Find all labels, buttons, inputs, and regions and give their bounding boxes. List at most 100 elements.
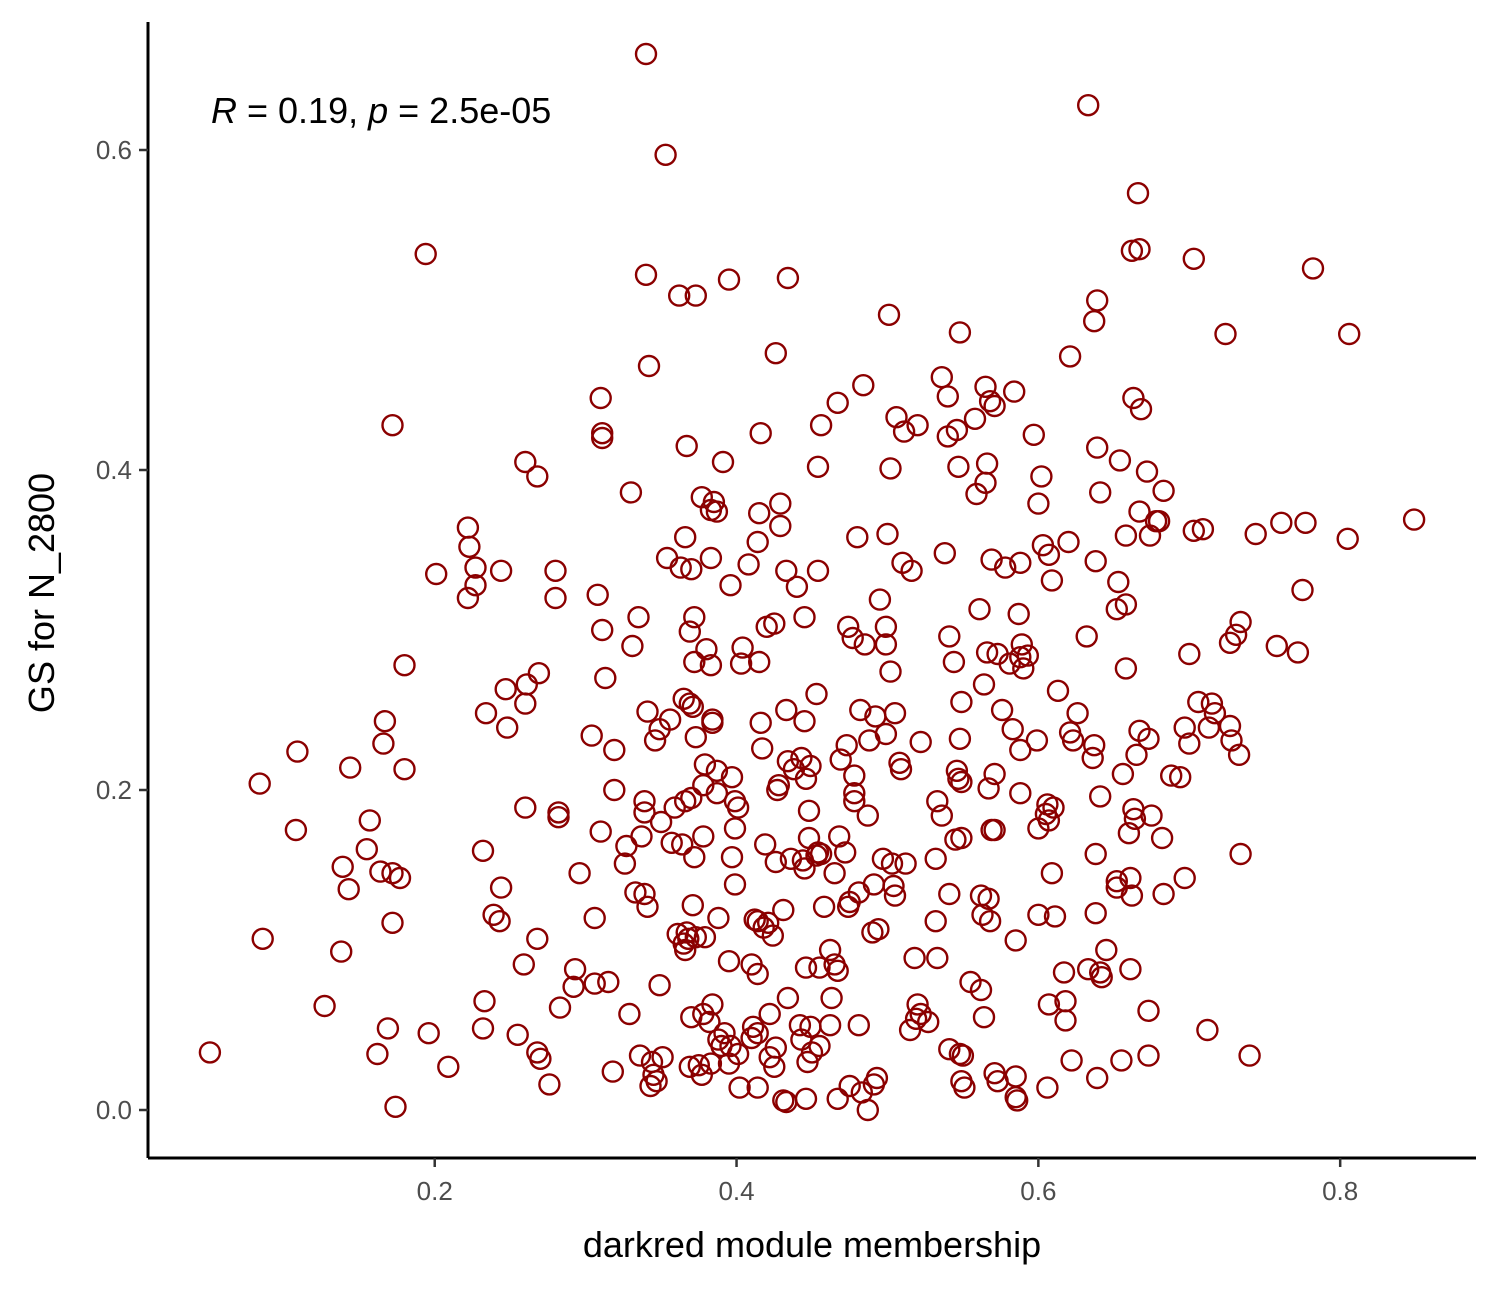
- data-point-31: [1129, 398, 1153, 421]
- data-point-326: [1105, 870, 1129, 893]
- data-point-451: [1060, 1049, 1083, 1072]
- data-point-330: [1152, 882, 1175, 906]
- data-point-358: [488, 910, 511, 933]
- data-point-157: [1178, 642, 1201, 666]
- data-point-141: [1286, 641, 1310, 664]
- data-point-0: [634, 42, 658, 66]
- data-point-182: [474, 702, 498, 725]
- data-point-21: [1058, 345, 1082, 368]
- data-point-148: [683, 650, 706, 674]
- data-point-298: [683, 846, 706, 869]
- data-point-468: [639, 1074, 662, 1098]
- data-point-57: [1135, 460, 1159, 483]
- data-point-478: [953, 1076, 976, 1099]
- data-point-249: [248, 772, 271, 795]
- data-point-153: [1009, 646, 1032, 669]
- data-point-319: [823, 862, 846, 885]
- r-value: = 0.19,: [237, 90, 368, 131]
- data-point-264: [977, 777, 1000, 800]
- data-point-426: [471, 1017, 495, 1040]
- data-point-276: [589, 820, 612, 843]
- data-point-111: [1107, 570, 1130, 594]
- data-point-331: [1173, 866, 1196, 890]
- data-point-349: [924, 910, 947, 933]
- data-point-52: [879, 457, 902, 480]
- data-point-292: [1150, 826, 1174, 850]
- data-point-391: [583, 972, 606, 995]
- data-point-381: [808, 956, 831, 979]
- data-point-242: [692, 774, 715, 797]
- data-point-393: [562, 975, 585, 998]
- data-point-375: [512, 953, 535, 976]
- data-point-124: [627, 606, 650, 629]
- y-tick-label: 0.2: [96, 775, 132, 805]
- data-point-260: [797, 799, 821, 822]
- data-point-220: [339, 756, 362, 779]
- data-point-143: [621, 634, 644, 658]
- data-point-119: [868, 588, 892, 611]
- data-point-439: [938, 1037, 961, 1061]
- data-point-12: [668, 284, 691, 307]
- data-point-47: [1085, 436, 1109, 459]
- data-point-50: [711, 450, 735, 474]
- data-point-187: [648, 718, 671, 741]
- data-point-22: [637, 354, 661, 378]
- data-point-64: [705, 500, 729, 523]
- data-point-38: [381, 414, 404, 437]
- data-point-136: [853, 633, 876, 656]
- data-point-175: [883, 702, 907, 725]
- data-point-379: [746, 962, 769, 986]
- data-point-446: [628, 1044, 652, 1067]
- data-point-278: [630, 825, 653, 848]
- data-point-34: [885, 406, 908, 429]
- data-point-469: [690, 1063, 713, 1087]
- data-point-113: [456, 586, 480, 610]
- data-point-137: [874, 633, 898, 656]
- data-point-110: [1040, 569, 1064, 592]
- data-point-163: [879, 660, 902, 683]
- data-point-291: [1117, 822, 1141, 845]
- data-point-390: [1119, 958, 1142, 981]
- data-point-221: [393, 758, 416, 781]
- data-point-16: [877, 303, 901, 326]
- data-point-250: [603, 778, 626, 802]
- x-axis-title: darkred module membership: [583, 1224, 1041, 1265]
- data-point-304: [793, 857, 816, 880]
- data-point-356: [381, 911, 404, 934]
- data-point-452: [1110, 1049, 1133, 1072]
- data-point-142: [1218, 631, 1242, 654]
- data-point-336: [636, 895, 659, 918]
- data-point-255: [633, 801, 656, 824]
- y-axis-title: GS for N_2800: [21, 473, 62, 713]
- data-point-2: [654, 143, 677, 167]
- data-point-181: [1203, 702, 1227, 725]
- data-point-402: [909, 1002, 932, 1026]
- data-point-365: [693, 926, 717, 949]
- data-point-235: [1111, 762, 1135, 786]
- data-point-78: [456, 516, 480, 539]
- data-point-398: [776, 986, 800, 1010]
- data-point-487: [856, 1098, 879, 1122]
- data-point-280: [723, 817, 747, 840]
- data-point-32: [589, 386, 612, 410]
- data-point-95: [737, 553, 760, 576]
- data-point-369: [251, 927, 274, 950]
- data-point-458: [678, 1055, 701, 1079]
- data-point-53: [947, 455, 970, 478]
- data-point-437: [808, 1034, 831, 1058]
- data-point-368: [1004, 929, 1027, 952]
- data-point-30: [1122, 386, 1145, 410]
- data-point-467: [645, 1069, 668, 1093]
- data-point-65: [748, 502, 771, 525]
- data-point-316: [388, 866, 412, 890]
- data-point-432: [719, 1034, 742, 1058]
- data-point-74: [674, 526, 697, 549]
- data-point-486: [384, 1095, 407, 1119]
- data-point-421: [818, 1013, 842, 1037]
- data-point-139: [1229, 610, 1252, 634]
- data-point-158: [393, 654, 416, 677]
- data-point-3: [1126, 181, 1150, 205]
- data-point-89: [1057, 530, 1080, 554]
- data-point-470: [538, 1073, 561, 1096]
- data-point-309: [924, 847, 947, 870]
